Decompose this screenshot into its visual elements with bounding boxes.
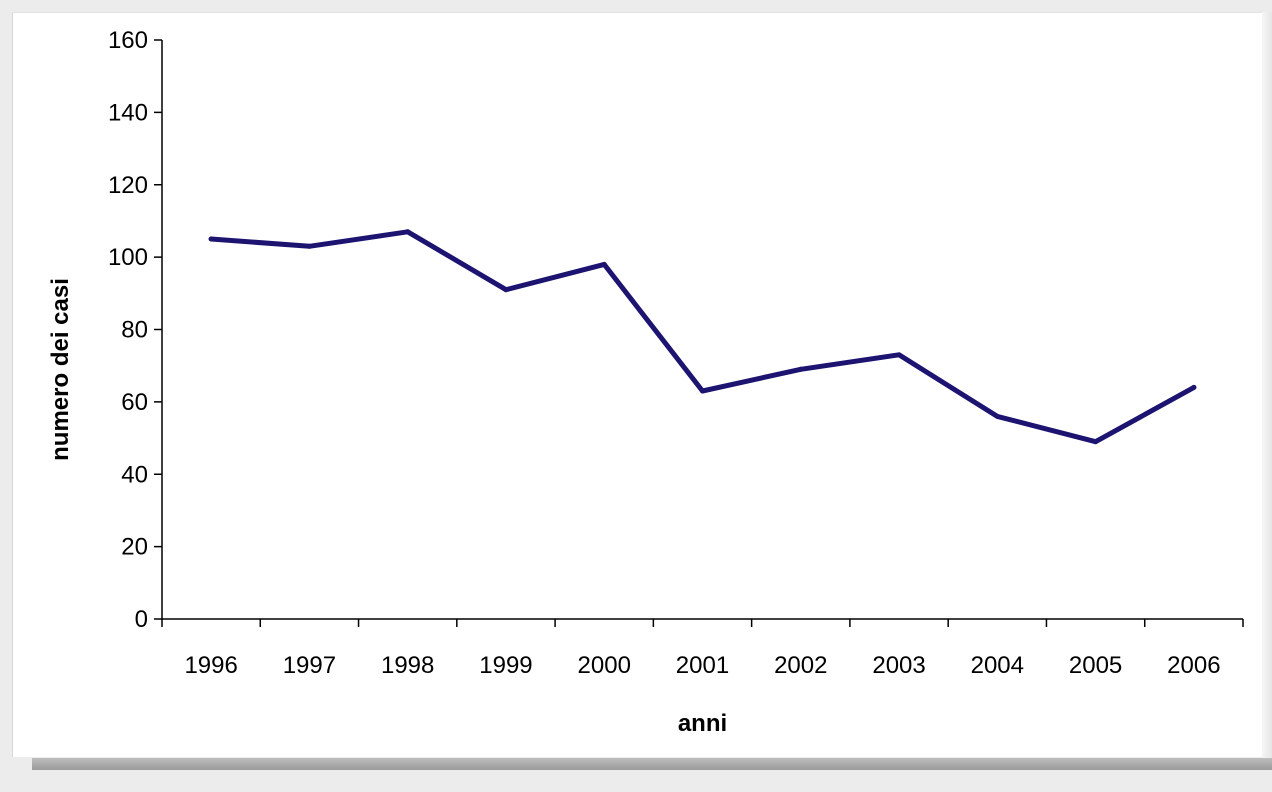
- series-line: [208, 229, 1197, 445]
- data-point: [798, 366, 804, 372]
- frame-shadow-right: [1262, 12, 1272, 770]
- x-tick-label: 1999: [479, 652, 532, 679]
- x-tick-label: 2003: [872, 652, 925, 679]
- y-tick-label: 40: [121, 461, 148, 488]
- x-tick-label: 2006: [1167, 652, 1220, 679]
- data-point: [1191, 384, 1197, 390]
- data-point: [1093, 439, 1099, 445]
- y-tick-label: 120: [108, 172, 148, 199]
- y-tick-label: 160: [108, 27, 148, 54]
- series-layer: [208, 229, 1197, 445]
- y-tick-label: 140: [108, 99, 148, 126]
- y-tick-label: 20: [121, 534, 148, 561]
- y-tick-label: 0: [135, 606, 148, 633]
- data-point: [306, 243, 312, 249]
- x-tick-label: 2001: [676, 652, 729, 679]
- data-point: [601, 261, 607, 267]
- data-point: [896, 352, 902, 358]
- data-point: [405, 229, 411, 235]
- x-tick-label: 1996: [184, 652, 237, 679]
- data-point: [503, 287, 509, 293]
- chart-panel: [12, 12, 1269, 757]
- x-tick-label: 2005: [1069, 652, 1122, 679]
- x-axis: 1996 1997 1998 1999 2000 2001 2002 2003 2004 2005…: [161, 618, 1244, 679]
- y-tick-label: 100: [108, 244, 148, 271]
- frame-shadow-bottom: [32, 758, 1272, 770]
- y-tick-label: 80: [121, 317, 148, 344]
- x-tick-label: 1998: [381, 652, 434, 679]
- y-axis-title: numero dei casi: [47, 278, 74, 461]
- y-tick-label: 60: [121, 389, 148, 416]
- x-tick-label: 1997: [283, 652, 336, 679]
- data-point: [208, 236, 214, 242]
- data-point: [700, 388, 705, 394]
- x-tick-label: 2004: [971, 652, 1024, 679]
- x-axis-title: anni: [678, 710, 727, 737]
- y-axis: 0 20 40 60 80 100 120 140 160: [108, 27, 163, 633]
- data-point: [994, 413, 1000, 419]
- x-tick-label: 2000: [578, 652, 631, 679]
- x-tick-label: 2002: [774, 652, 827, 679]
